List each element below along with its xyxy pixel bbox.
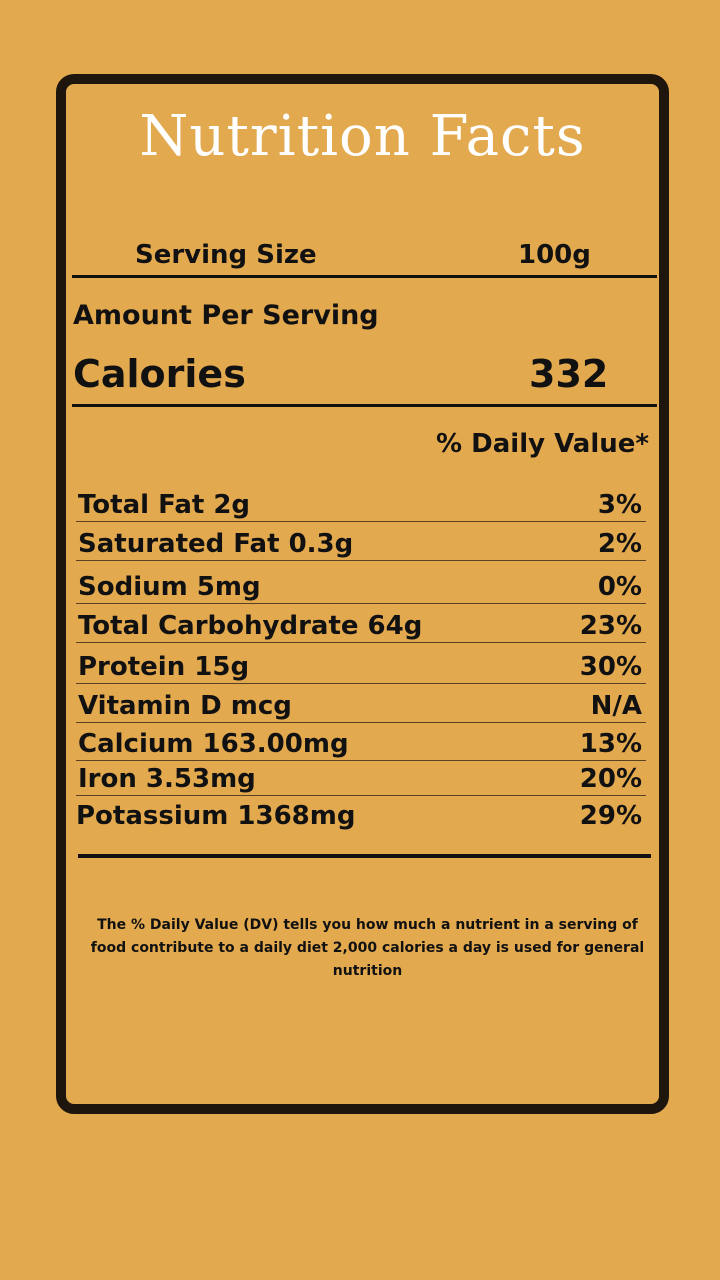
label-title: Nutrition Facts xyxy=(139,104,586,169)
nutrient-name: Protein 15g xyxy=(78,652,250,682)
nutrient-row: Saturated Fat 0.3g 2% xyxy=(76,522,646,561)
serving-size-value: 100g xyxy=(518,240,591,270)
nutrient-daily-value: 30% xyxy=(579,652,642,682)
nutrient-name: Total Fat 2g xyxy=(78,490,251,520)
nutrition-facts-label: Nutrition Facts Serving Size 100g Amount… xyxy=(56,74,669,1114)
nutrient-row: Sodium 5mg 0% xyxy=(76,561,646,604)
nutrient-name: Calcium 163.00mg xyxy=(78,729,349,759)
calories-value: 332 xyxy=(529,352,609,396)
nutrient-row: Total Carbohydrate 64g 23% xyxy=(76,604,646,643)
serving-size-label: Serving Size xyxy=(135,240,317,270)
nutrients-bottom-divider xyxy=(78,854,651,858)
daily-value-header: % Daily Value* xyxy=(436,429,649,459)
nutrient-name: Total Carbohydrate 64g xyxy=(78,611,423,641)
nutrient-daily-value: N/A xyxy=(590,691,642,721)
nutrient-daily-value: 3% xyxy=(597,490,642,520)
nutrient-row: Calcium 163.00mg 13% xyxy=(76,723,646,761)
nutrient-name: Vitamin D mcg xyxy=(78,691,292,721)
nutrient-daily-value: 23% xyxy=(579,611,642,641)
nutrient-row: Total Fat 2g 3% xyxy=(76,484,646,522)
calories-divider xyxy=(72,404,657,407)
nutrient-name: Iron 3.53mg xyxy=(78,764,256,794)
nutrient-row: Iron 3.53mg 20% xyxy=(76,761,646,796)
daily-value-footnote: The % Daily Value (DV) tells you how muc… xyxy=(90,917,645,979)
nutrient-row: Protein 15g 30% xyxy=(76,643,646,684)
nutrient-row: Vitamin D mcg N/A xyxy=(76,684,646,723)
nutrient-name: Sodium 5mg xyxy=(78,572,261,602)
nutrient-daily-value: 20% xyxy=(579,764,642,794)
nutrient-daily-value: 0% xyxy=(597,572,642,602)
calories-label: Calories xyxy=(73,352,246,396)
nutrient-daily-value: 13% xyxy=(579,729,642,759)
nutrient-daily-value: 29% xyxy=(579,801,642,831)
nutrient-daily-value: 2% xyxy=(597,529,642,559)
serving-size-divider xyxy=(72,275,657,278)
amount-per-serving-heading: Amount Per Serving xyxy=(73,300,379,331)
nutrient-row: Potassium 1368mg 29% xyxy=(76,796,646,832)
nutrient-name: Saturated Fat 0.3g xyxy=(78,529,354,559)
nutrient-name: Potassium 1368mg xyxy=(76,801,356,831)
